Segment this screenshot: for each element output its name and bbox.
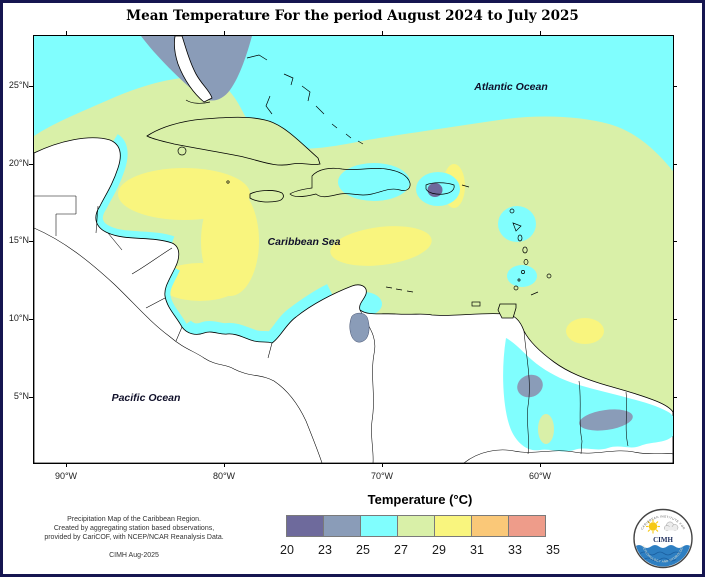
islands xyxy=(146,54,552,319)
bahamas xyxy=(246,54,364,145)
florida-region xyxy=(141,36,252,104)
logo-waves xyxy=(639,551,681,562)
lon-tick xyxy=(66,463,67,467)
credit-line: Precipitation Map of the Caribbean Regio… xyxy=(67,516,201,523)
legend-swatch-29-31 xyxy=(434,515,472,537)
cold-spot-puerto-rico xyxy=(427,183,443,197)
lat-tick xyxy=(29,86,33,87)
border-colombia-venezuela xyxy=(359,309,376,463)
lake-maracaibo xyxy=(349,312,370,343)
lat-label-20n: 20°N xyxy=(8,158,29,168)
hispaniola xyxy=(289,167,411,198)
credit-line: Created by aggregating station based obs… xyxy=(53,525,215,532)
atlantic-ocean-label: Atlantic Ocean xyxy=(474,81,548,93)
legend-swatch-33-35 xyxy=(508,515,546,537)
cimh-logo: CIMH CARIBBEAN INSTITUTE FOR METEOROLOGY… xyxy=(632,507,694,570)
country-borders-central-america xyxy=(34,195,273,359)
lat-tick-right xyxy=(673,164,677,165)
legend-swatch-25-27 xyxy=(360,515,398,537)
legend-tick: 29 xyxy=(432,543,446,557)
legend-tick: 27 xyxy=(394,543,408,557)
pacific-coastline xyxy=(34,227,323,463)
lat-tick-right xyxy=(673,241,677,242)
legend-tick: 25 xyxy=(356,543,370,557)
logo-cloud-icon xyxy=(664,521,679,531)
trinidad xyxy=(497,303,517,319)
lat-tick xyxy=(29,241,33,242)
legend-tick: 33 xyxy=(508,543,522,557)
lesser-antilles xyxy=(226,180,552,307)
country-borders-guianas xyxy=(463,330,673,463)
lat-tick xyxy=(29,164,33,165)
logo-sun-icon xyxy=(646,519,660,534)
map-title: Mean Temperature For the period August 2… xyxy=(126,8,579,24)
lon-tick-top xyxy=(224,31,225,35)
legend-tick: 35 xyxy=(546,543,560,557)
lat-label-5n: 5°N xyxy=(13,391,29,401)
lon-tick xyxy=(224,463,225,467)
map-frame: Atlantic Ocean Caribbean Sea Pacific Oce… xyxy=(33,35,674,464)
lat-tick xyxy=(29,319,33,320)
lon-tick-top xyxy=(540,31,541,35)
warm-pool-west xyxy=(158,263,242,301)
legend-colorbar xyxy=(286,515,546,537)
credits-block: Precipitation Map of the Caribbean Regio… xyxy=(22,515,246,560)
logo-acronym: CIMH xyxy=(653,536,673,544)
cool-patch-hispaniola xyxy=(338,163,410,201)
lon-label-60w: 60°W xyxy=(528,471,552,481)
cold-wedge-florida xyxy=(141,36,252,101)
lat-tick-right xyxy=(673,86,677,87)
lat-label-10n: 10°N xyxy=(8,313,29,323)
caribbean-sea-label: Caribbean Sea xyxy=(267,236,341,248)
cold-patch-suriname xyxy=(579,409,633,431)
warm-pool-central xyxy=(330,226,432,266)
cool-patch-guadeloupe xyxy=(498,206,536,242)
legend-swatch-27-29 xyxy=(397,515,435,537)
florida-keys xyxy=(185,99,211,104)
legend-swatch-20-23 xyxy=(286,515,324,537)
legend-tick: 20 xyxy=(280,543,294,557)
florida-peninsula xyxy=(174,36,213,103)
map-canvas xyxy=(34,36,673,463)
issue-stamp: CIMH Aug-2025 xyxy=(109,552,159,559)
lon-label-70w: 70°W xyxy=(370,471,394,481)
lat-label-25n: 25°N xyxy=(8,80,29,90)
land-temperature-patches xyxy=(349,312,673,463)
mild-sliver-guyana xyxy=(538,414,554,444)
lat-label-15n: 15°N xyxy=(8,235,29,245)
lon-tick xyxy=(540,463,541,467)
cold-patch-guyana xyxy=(517,374,543,398)
legend-swatch-31-33 xyxy=(471,515,509,537)
warm-patch-atlantic xyxy=(566,318,604,344)
lon-tick xyxy=(382,463,383,467)
lat-tick xyxy=(29,397,33,398)
legend-title: Temperature (°C) xyxy=(367,492,473,507)
legend-tick: 31 xyxy=(470,543,484,557)
lon-label-80w: 80°W xyxy=(212,471,236,481)
pacific-ocean-label: Pacific Ocean xyxy=(111,392,181,404)
lat-tick-right xyxy=(673,397,677,398)
lon-tick-top xyxy=(66,31,67,35)
legend-tick: 23 xyxy=(318,543,332,557)
isle-of-youth xyxy=(177,146,187,156)
cuba xyxy=(146,116,321,166)
lon-tick-top xyxy=(382,31,383,35)
lon-label-90w: 90°W xyxy=(54,471,78,481)
puerto-rico xyxy=(425,182,455,195)
lat-tick-right xyxy=(673,319,677,320)
legend-swatch-23-25 xyxy=(323,515,361,537)
jamaica xyxy=(249,190,284,203)
credit-line: provided by CariCOF, with NCEP/NCAR Rean… xyxy=(44,534,224,541)
cool-patch-barbados xyxy=(507,265,537,287)
